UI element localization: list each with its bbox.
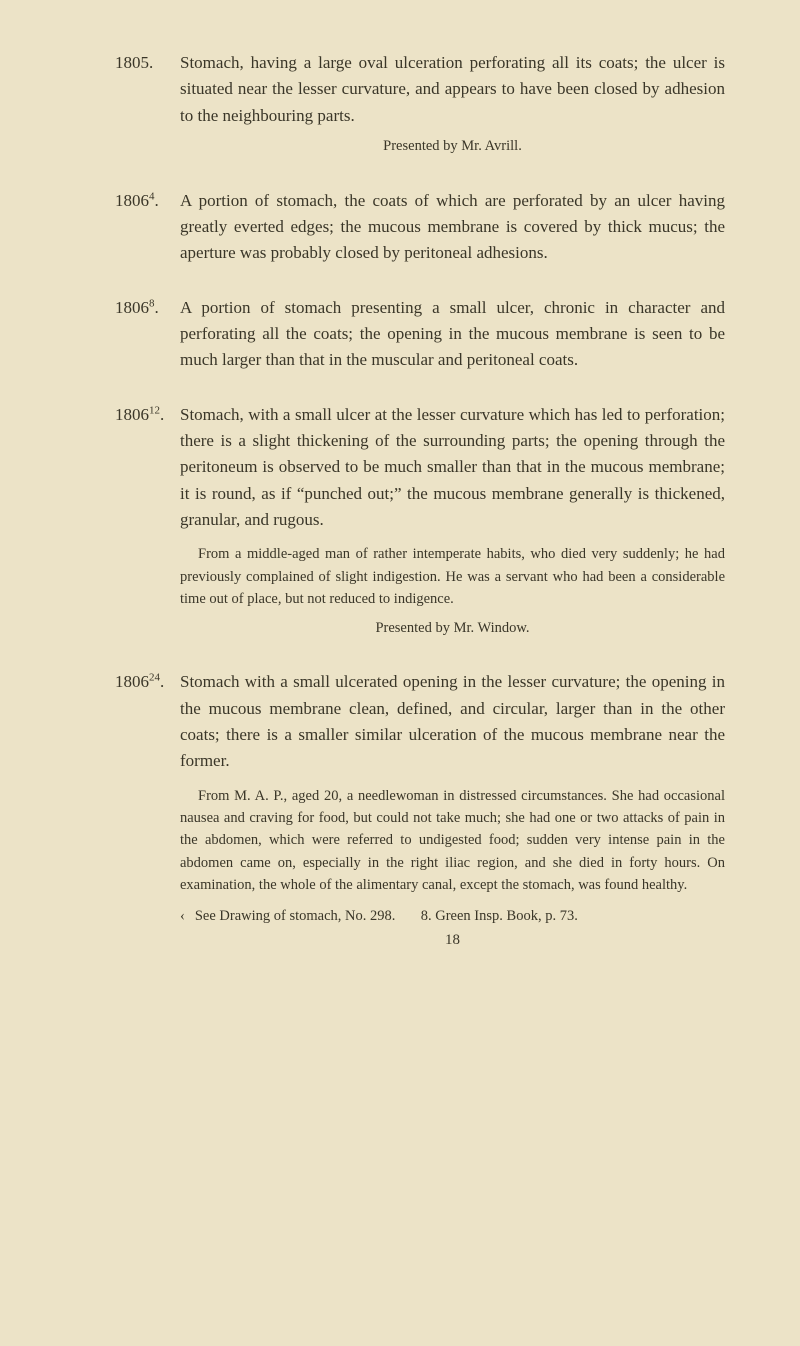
entry-number: 18068. [115, 295, 180, 374]
entry-body: Stomach, with a small ulcer at the lesse… [180, 402, 725, 642]
entry-text: Stomach with a small ulcerated opening i… [180, 672, 725, 770]
catalog-entry: 180624. Stomach with a small ulcerated o… [115, 669, 725, 952]
footnote-marker-icon: ‹ [180, 905, 185, 927]
entry-body: Stomach, having a large oval ulceration … [180, 50, 725, 160]
catalog-entry: 180612. Stomach, with a small ulcer at t… [115, 402, 725, 642]
entry-number: 1805. [115, 50, 180, 160]
catalog-entry: 1805. Stomach, having a large oval ulcer… [115, 50, 725, 160]
entry-body: Stomach with a small ulcerated opening i… [180, 669, 725, 952]
entry-number: 18064. [115, 188, 180, 267]
entry-number: 180612. [115, 402, 180, 642]
footnote: ‹ See Drawing of stomach, No. 298. 8. Gr… [180, 905, 725, 927]
page-number: 18 [180, 929, 725, 952]
entry-body: A portion of stomach presenting a small … [180, 295, 725, 374]
catalog-entry: 18068. A portion of stomach presenting a… [115, 295, 725, 374]
entry-number: 180624. [115, 669, 180, 952]
footnote-text: See Drawing of stomach, No. 298. 8. Gree… [195, 905, 578, 927]
entry-body: A portion of stomach, the coats of which… [180, 188, 725, 267]
entry-text: Stomach, with a small ulcer at the lesse… [180, 405, 725, 529]
entry-note: From a middle-aged man of rather intempe… [180, 543, 725, 610]
entry-note: From M. A. P., aged 20, a needlewoman in… [180, 785, 725, 897]
entry-text: A portion of stomach, the coats of which… [180, 191, 725, 263]
presented-by: Presented by Mr. Window. [180, 617, 725, 639]
catalog-entry: 18064. A portion of stomach, the coats o… [115, 188, 725, 267]
presented-by: Presented by Mr. Avrill. [180, 135, 725, 157]
entry-text: Stomach, having a large oval ulceration … [180, 53, 725, 125]
entry-text: A portion of stomach presenting a small … [180, 298, 725, 370]
